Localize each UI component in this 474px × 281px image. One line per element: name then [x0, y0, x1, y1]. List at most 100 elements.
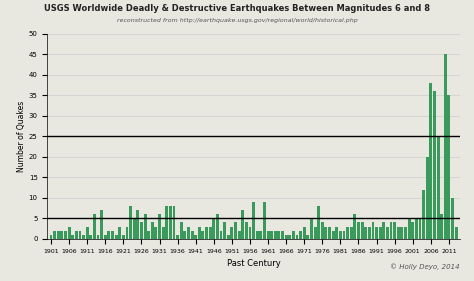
Bar: [350, 226, 353, 239]
Bar: [325, 226, 328, 239]
Bar: [451, 198, 454, 239]
Bar: [270, 231, 273, 239]
Bar: [82, 235, 85, 239]
Bar: [191, 231, 193, 239]
Bar: [339, 231, 342, 239]
Text: USGS Worldwide Deadly & Destructive Earthquakes Between Magnitudes 6 and 8: USGS Worldwide Deadly & Destructive Eart…: [44, 4, 430, 13]
Bar: [379, 226, 382, 239]
Bar: [93, 214, 96, 239]
Bar: [176, 235, 179, 239]
Bar: [129, 206, 132, 239]
Bar: [263, 202, 266, 239]
Bar: [386, 226, 389, 239]
Bar: [115, 235, 118, 239]
Bar: [147, 231, 150, 239]
Bar: [68, 226, 71, 239]
Bar: [241, 210, 244, 239]
Bar: [354, 214, 356, 239]
Bar: [281, 231, 284, 239]
Bar: [187, 226, 190, 239]
Bar: [274, 231, 277, 239]
Bar: [455, 226, 457, 239]
Bar: [285, 235, 288, 239]
Bar: [205, 226, 208, 239]
Bar: [426, 157, 428, 239]
X-axis label: Past Century: Past Century: [227, 259, 281, 268]
Y-axis label: Number of Quakes: Number of Quakes: [17, 101, 26, 172]
Bar: [444, 54, 447, 239]
Bar: [303, 226, 306, 239]
Bar: [79, 231, 82, 239]
Text: © Holly Deyo, 2014: © Holly Deyo, 2014: [390, 263, 460, 270]
Bar: [227, 235, 230, 239]
Bar: [100, 210, 103, 239]
Bar: [321, 223, 324, 239]
Bar: [433, 91, 436, 239]
Bar: [346, 226, 349, 239]
Bar: [415, 218, 418, 239]
Bar: [201, 231, 204, 239]
Bar: [332, 231, 335, 239]
Bar: [234, 223, 237, 239]
Bar: [256, 231, 259, 239]
Bar: [216, 214, 219, 239]
Bar: [237, 231, 241, 239]
Bar: [419, 218, 421, 239]
Bar: [252, 202, 255, 239]
Bar: [372, 223, 374, 239]
Bar: [90, 235, 92, 239]
Bar: [335, 226, 338, 239]
Bar: [209, 226, 211, 239]
Bar: [296, 235, 299, 239]
Bar: [75, 231, 78, 239]
Bar: [299, 231, 302, 239]
Bar: [375, 226, 378, 239]
Bar: [144, 214, 146, 239]
Bar: [108, 231, 110, 239]
Bar: [408, 218, 410, 239]
Bar: [397, 226, 400, 239]
Bar: [328, 226, 331, 239]
Bar: [162, 226, 164, 239]
Bar: [180, 223, 182, 239]
Bar: [440, 214, 443, 239]
Bar: [60, 231, 64, 239]
Bar: [155, 226, 157, 239]
Bar: [183, 231, 186, 239]
Bar: [259, 231, 262, 239]
Bar: [361, 223, 364, 239]
Bar: [365, 226, 367, 239]
Bar: [393, 223, 396, 239]
Bar: [368, 226, 371, 239]
Bar: [310, 218, 313, 239]
Bar: [343, 231, 346, 239]
Bar: [173, 206, 175, 239]
Bar: [53, 231, 56, 239]
Bar: [306, 235, 310, 239]
Bar: [288, 235, 291, 239]
Bar: [230, 226, 233, 239]
Bar: [447, 95, 450, 239]
Bar: [137, 210, 139, 239]
Bar: [97, 235, 100, 239]
Bar: [133, 218, 136, 239]
Bar: [212, 218, 215, 239]
Bar: [437, 136, 439, 239]
Text: reconstructed from http://earthquake.usgs.gov/regional/world/historical.php: reconstructed from http://earthquake.usg…: [117, 18, 357, 23]
Bar: [111, 231, 114, 239]
Bar: [122, 235, 125, 239]
Bar: [401, 226, 403, 239]
Bar: [50, 235, 53, 239]
Bar: [390, 223, 392, 239]
Bar: [223, 223, 226, 239]
Bar: [140, 223, 143, 239]
Bar: [194, 235, 197, 239]
Bar: [292, 231, 295, 239]
Bar: [71, 235, 74, 239]
Bar: [266, 231, 270, 239]
Bar: [198, 226, 201, 239]
Bar: [317, 206, 320, 239]
Bar: [169, 206, 172, 239]
Bar: [64, 231, 67, 239]
Bar: [314, 226, 317, 239]
